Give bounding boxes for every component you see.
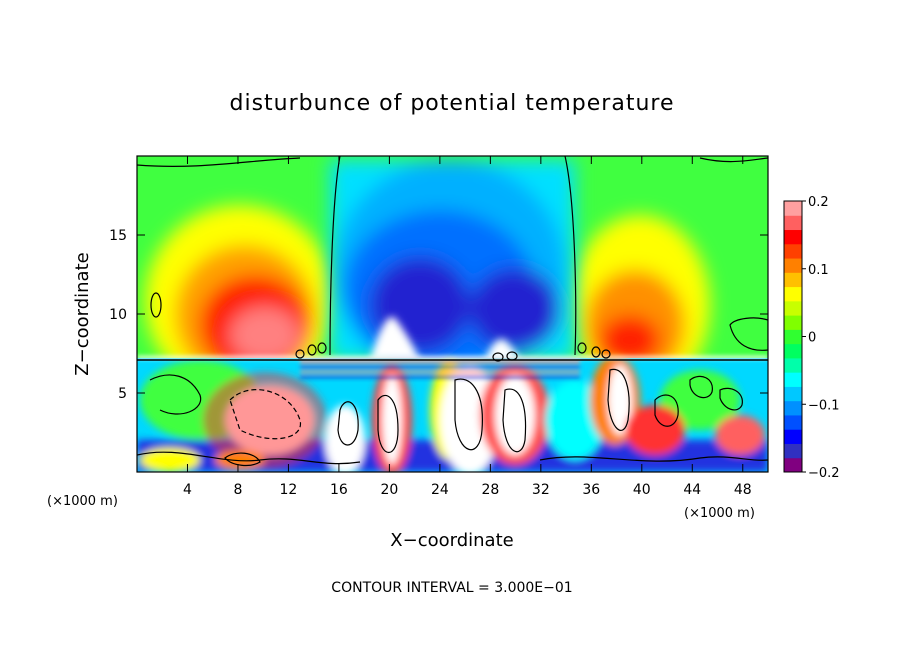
x-tick-label: 40 xyxy=(633,482,651,498)
x-units-right: (×1000 m) xyxy=(684,506,755,521)
y-tick-label: 15 xyxy=(109,228,127,244)
boundary-layer xyxy=(137,355,768,472)
heatmap-field xyxy=(137,156,768,472)
colorbar-swatch xyxy=(784,315,802,330)
colorbar-tick-label: −0.1 xyxy=(808,398,840,413)
colorbar-swatch xyxy=(784,229,802,245)
colorbar-swatch xyxy=(784,258,802,273)
y-tick-label: 5 xyxy=(118,386,127,402)
colorbar-ticks: 0.2 0.1 0 −0.1 −0.2 xyxy=(802,195,840,481)
contour-interval-note: CONTOUR INTERVAL = 3.000E−01 xyxy=(331,580,572,596)
positive-lobe-left xyxy=(145,205,335,395)
y-axis: 5 10 15 xyxy=(109,228,768,402)
colorbar-swatch xyxy=(784,215,802,231)
x-tick-label: 8 xyxy=(233,482,242,498)
x-tick-label: 20 xyxy=(380,482,398,498)
y-axis-title: Z−coordinate xyxy=(72,252,93,375)
chart-title: disturbunce of potential temperature xyxy=(230,91,675,116)
colorbar-swatch xyxy=(784,400,802,416)
x-tick-label: 36 xyxy=(582,482,600,498)
colorbar-swatch xyxy=(784,343,802,359)
x-tick-label: 24 xyxy=(431,482,449,498)
colorbar-swatch xyxy=(784,457,802,473)
colorbar-tick-label: 0.2 xyxy=(808,195,829,210)
x-tick-label: 4 xyxy=(183,482,192,498)
x-tick-label: 44 xyxy=(683,482,701,498)
x-axis-title: X−coordinate xyxy=(390,530,513,551)
colorbar-swatch xyxy=(784,329,802,345)
x-units-left: (×1000 m) xyxy=(47,494,118,509)
colorbar-swatch xyxy=(784,272,802,288)
colorbar-tick-label: 0 xyxy=(808,331,816,346)
x-axis: 4 8 12 16 20 24 28 32 36 40 44 48 xyxy=(183,156,752,498)
colorbar-swatch xyxy=(784,429,802,444)
colorbar-swatch xyxy=(784,372,802,387)
colorbar-swatch xyxy=(784,357,802,373)
x-tick-label: 12 xyxy=(280,482,298,498)
colorbar-swatch xyxy=(784,414,802,430)
colorbar-tick-label: −0.2 xyxy=(808,466,840,481)
colorbar-swatch xyxy=(784,386,802,402)
colorbar-swatch xyxy=(784,300,802,316)
colorbar-swatch xyxy=(784,443,802,459)
x-tick-label: 16 xyxy=(330,482,348,498)
contour-lines xyxy=(137,156,768,467)
colorbar-swatch xyxy=(784,286,802,302)
colorbar xyxy=(783,200,803,473)
colorbar-swatch xyxy=(784,201,802,216)
y-tick-label: 10 xyxy=(109,307,127,323)
negative-lobes xyxy=(330,160,575,380)
colorbar-tick-label: 0.1 xyxy=(808,263,829,278)
colorbar-swatch xyxy=(784,243,802,259)
x-tick-label: 32 xyxy=(532,482,550,498)
x-tick-label: 28 xyxy=(481,482,499,498)
x-tick-label: 48 xyxy=(734,482,752,498)
